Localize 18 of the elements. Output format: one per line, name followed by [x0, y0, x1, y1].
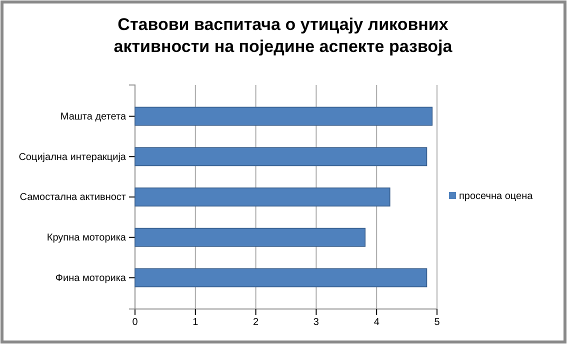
x-tick-label: 1: [192, 317, 199, 328]
legend-label: просечна оцена: [459, 191, 534, 202]
y-tick-label: Социјална интеракција: [18, 152, 126, 163]
x-tick-label: 2: [253, 317, 260, 328]
x-tick-label: 3: [313, 317, 320, 328]
bar: [134, 268, 428, 288]
bar: [134, 106, 433, 126]
bar: [134, 147, 428, 166]
x-tick-label: 5: [434, 317, 440, 328]
y-tick-label: Машта детета: [60, 111, 126, 122]
bar: [134, 188, 390, 206]
x-tick-label: 4: [374, 317, 380, 328]
y-tick-label: Крупна моторика: [46, 232, 126, 244]
bar: [134, 228, 366, 247]
y-tick-label: Самостална активност: [20, 192, 126, 204]
x-tick-label: 0: [132, 317, 138, 328]
y-tick-label: Фина моторика: [55, 272, 126, 284]
chart-title: Ставови васпитача о утицају ликовних активности на поједине аспекте развоја: [114, 15, 453, 56]
